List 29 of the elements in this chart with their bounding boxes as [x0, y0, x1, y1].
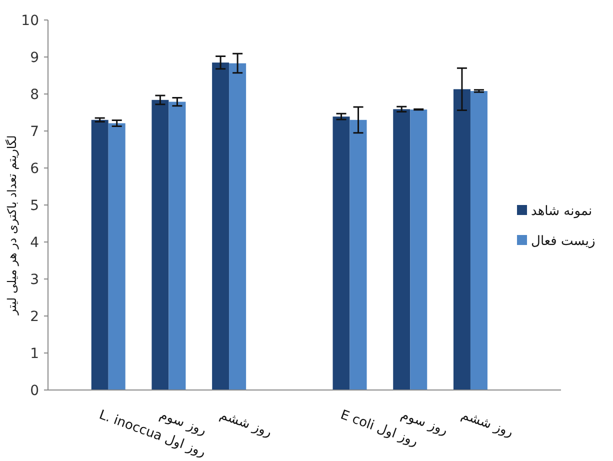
bar — [229, 63, 246, 390]
legend-label: نمونه شاهد — [531, 204, 592, 219]
bar — [332, 116, 350, 390]
bar — [152, 100, 169, 390]
bar — [470, 91, 488, 390]
bar — [168, 102, 186, 390]
x-tick-label: روز سوم — [398, 408, 450, 438]
y-tick-label: 0 — [30, 383, 39, 399]
bar — [108, 123, 126, 390]
y-tick-label: 9 — [30, 50, 39, 66]
y-tick-label: 1 — [30, 346, 39, 362]
y-tick-label: 3 — [30, 272, 39, 288]
y-tick-label: 7 — [30, 124, 39, 140]
y-tick-label: 4 — [30, 235, 40, 251]
x-tick-label: روز ششم — [218, 408, 274, 440]
y-tick-label: 8 — [30, 87, 39, 103]
y-tick-label: 10 — [21, 13, 39, 29]
x-tick-label: روز ششم — [459, 408, 516, 440]
bar — [91, 120, 108, 390]
y-tick-label: 6 — [30, 161, 40, 177]
legend-label: زیست فعال — [531, 234, 596, 249]
bar — [393, 109, 410, 390]
y-axis-title: لگاریتم تعداد باکتری در هر میلی لیتر — [5, 135, 19, 316]
bar — [212, 62, 230, 390]
bar — [410, 110, 428, 390]
bar — [453, 89, 470, 390]
bar — [350, 120, 367, 390]
y-tick-label: 2 — [30, 309, 39, 325]
y-tick-label: 5 — [30, 198, 39, 214]
